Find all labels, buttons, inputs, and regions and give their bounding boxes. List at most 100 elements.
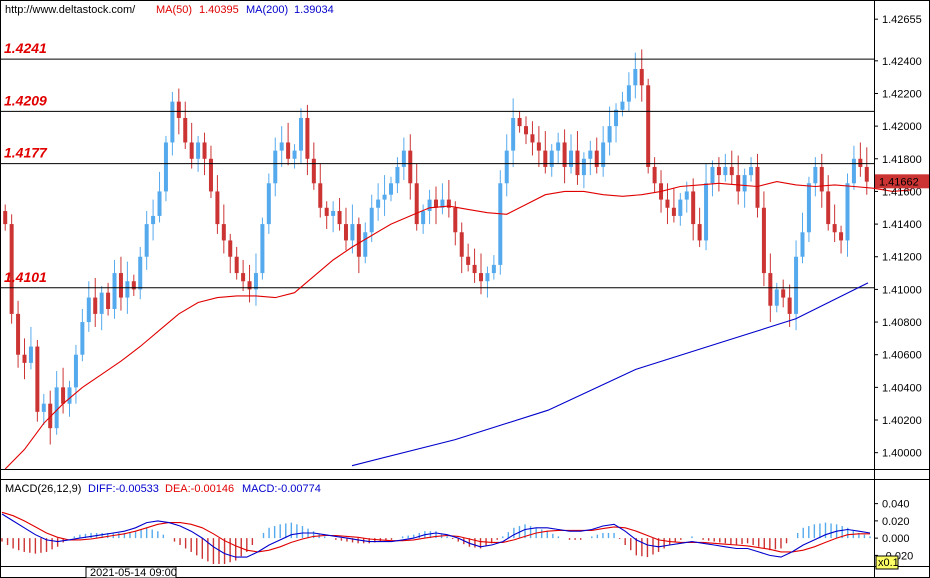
candle-bear: [176, 101, 181, 118]
candle-bear: [839, 232, 844, 241]
candle-bull: [633, 68, 638, 86]
level-label: 1.4101: [4, 269, 47, 285]
time-cursor-box: [85, 566, 177, 578]
candle-bull: [588, 150, 593, 159]
macd-axis: 0.0400.0200.000-0.020: [874, 499, 913, 562]
candle-bear: [408, 150, 413, 184]
candle-bull: [163, 142, 168, 192]
candle-bull: [440, 199, 445, 208]
candle-bear: [864, 166, 869, 182]
ma200-line: [351, 282, 869, 467]
candle-bear: [665, 199, 670, 208]
source-url[interactable]: http://www.deltastock.com/: [5, 4, 136, 16]
candle-bull: [845, 183, 850, 241]
candle-bear: [3, 211, 8, 225]
candle-bull: [504, 150, 509, 184]
candle-bull: [157, 191, 162, 216]
candle-bull: [151, 215, 156, 225]
candle-bull: [401, 150, 406, 167]
candle-bear: [787, 297, 792, 314]
candle-bear: [343, 224, 348, 241]
candle-bear: [434, 199, 438, 208]
price-tick-label: 1.42400: [882, 56, 922, 68]
candle-bear: [241, 273, 246, 282]
candle-bear: [575, 150, 580, 176]
candle-bull: [382, 194, 387, 200]
candle-bull: [556, 142, 561, 151]
price-tick-label: 1.41200: [882, 252, 922, 264]
candle-bull: [292, 150, 297, 159]
candle-bear: [479, 273, 484, 282]
candle-bear: [311, 158, 316, 184]
candle-bull: [569, 150, 574, 167]
candle-bear: [453, 207, 458, 233]
ma200-label: MA(200): [246, 4, 288, 16]
candle-bull: [800, 232, 805, 257]
candle-bear: [118, 273, 123, 298]
candle-bear: [356, 224, 361, 257]
macd-tick-label: 0.020: [882, 516, 910, 528]
candle-bear: [286, 142, 291, 159]
level-label: 1.4209: [4, 92, 47, 108]
candle-bull: [749, 166, 754, 176]
candle-bull: [601, 142, 606, 167]
candle-bear: [189, 142, 194, 159]
price-tick-label: 1.42655: [882, 14, 922, 26]
zoom-label[interactable]: x0.1: [878, 557, 899, 569]
candle-bear: [466, 256, 471, 265]
candle-bull: [614, 109, 619, 127]
candle-bull: [112, 273, 117, 309]
candle-bear: [832, 224, 837, 233]
candle-bear: [524, 126, 529, 135]
candle-bull: [99, 292, 104, 314]
moving-averages-group: [4, 181, 912, 470]
price-tick-label: 1.41000: [882, 284, 922, 296]
candle-bear: [691, 191, 696, 225]
candle-bull: [774, 289, 779, 306]
candle-bear: [736, 175, 741, 192]
macd-hist-value: MACD:-0.00774: [242, 483, 321, 495]
macd-dea-line: [1, 511, 870, 553]
candle-bull: [80, 322, 85, 355]
candle-bull: [73, 354, 78, 388]
candle-bull: [710, 166, 715, 184]
macd-tick-label: 0.040: [882, 499, 910, 511]
candle-bull: [170, 101, 175, 143]
macd-diff-value: DIFF:-0.00533: [88, 483, 159, 495]
candle-bear: [215, 191, 220, 225]
price-tick-label: 1.41600: [882, 186, 922, 198]
price-tick-label: 1.42200: [882, 88, 922, 100]
price-tick-label: 1.40000: [882, 448, 922, 460]
price-tick-label: 1.41800: [882, 154, 922, 166]
candle-bear: [35, 346, 40, 412]
candle-bear: [228, 240, 233, 257]
candle-bull: [485, 273, 490, 282]
candle-bear: [639, 68, 644, 86]
candle-bear: [755, 166, 760, 208]
candle-bear: [652, 166, 657, 184]
candle-bear: [234, 256, 239, 274]
candle-bull: [684, 191, 689, 200]
zoom-badge[interactable]: [875, 555, 899, 570]
candle-bear: [305, 117, 310, 159]
current-price-label: 1.41662: [879, 176, 919, 188]
price-tick-label: 1.40600: [882, 350, 922, 362]
candle-bull: [260, 224, 265, 274]
candle-bear: [48, 403, 53, 429]
candle-bull: [298, 117, 303, 151]
candle-bull: [498, 183, 503, 265]
levels-group: 1.4241 1.4209 1.4177 1.4101: [0, 40, 874, 289]
candle-bull: [331, 211, 336, 216]
candle-bear: [131, 281, 136, 290]
candle-bull: [678, 199, 683, 216]
candle-bear: [9, 224, 14, 314]
candle-bull: [511, 117, 516, 151]
candle-bear: [414, 183, 419, 225]
candle-bear: [858, 158, 863, 167]
ma50-label: MA(50): [156, 4, 192, 16]
candle-bear: [716, 166, 721, 176]
candle-bear: [221, 224, 226, 241]
price-tick-label: 1.40200: [882, 415, 922, 427]
candle-bull: [581, 158, 586, 176]
candle-bull: [41, 403, 46, 412]
